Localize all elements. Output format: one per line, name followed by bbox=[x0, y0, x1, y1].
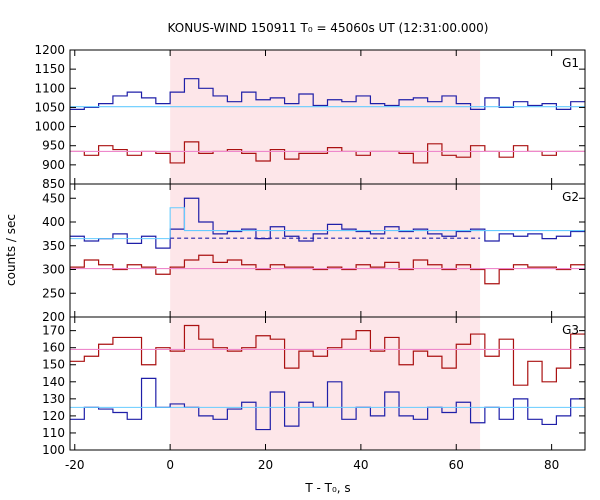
shaded-interval bbox=[170, 317, 481, 450]
x-tick-label: 20 bbox=[258, 458, 273, 472]
panel-series bbox=[70, 197, 585, 285]
y-tick-label: 170 bbox=[42, 324, 65, 338]
y-tick-label: 450 bbox=[42, 191, 65, 205]
y-tick-label: 140 bbox=[42, 375, 65, 389]
y-tick-label: 900 bbox=[42, 158, 65, 172]
histogram-series-1 bbox=[70, 377, 585, 431]
histogram-series-0 bbox=[70, 78, 585, 110]
y-tick-label: 110 bbox=[42, 426, 65, 440]
y-tick-label: 1000 bbox=[34, 120, 65, 134]
panel-g1: 850 900 950 1000 1050 1100 1150 1200 G1 bbox=[34, 43, 586, 191]
x-tick-label: 60 bbox=[449, 458, 464, 472]
histogram-series-0 bbox=[70, 324, 585, 386]
shaded-interval bbox=[170, 50, 481, 184]
y-tick-label: 950 bbox=[42, 139, 65, 153]
y-tick-label: 300 bbox=[42, 263, 65, 277]
shaded-interval bbox=[170, 184, 481, 317]
x-tick-label: -20 bbox=[65, 458, 85, 472]
plot-area: 85090095010001050110011501200G1200250300… bbox=[34, 43, 586, 472]
x-tick-label: 80 bbox=[544, 458, 559, 472]
chart-title: KONUS-WIND 150911 T₀ = 45060s UT (12:31:… bbox=[168, 21, 489, 35]
y-tick-label: 250 bbox=[42, 286, 65, 300]
panel-g3: 100 110 120 130 140 150 160 170 G3 bbox=[42, 316, 586, 457]
y-tick-label: 1200 bbox=[34, 43, 65, 57]
y-tick-label: 1050 bbox=[34, 100, 65, 114]
y-tick-label: 350 bbox=[42, 239, 65, 253]
histogram-series-0 bbox=[70, 197, 585, 249]
panel-series bbox=[70, 324, 585, 431]
y-tick-label: 400 bbox=[42, 215, 65, 229]
panel-series bbox=[70, 78, 585, 164]
panel-label: G2 bbox=[562, 190, 579, 204]
panel-g2: 200 250 300 350 400 450 G2 bbox=[42, 183, 586, 324]
panel-frame bbox=[69, 316, 586, 451]
background-fit-line-2 bbox=[70, 207, 585, 240]
y-tick-label: 100 bbox=[42, 443, 65, 457]
x-axis: -20 0 20 40 60 80 bbox=[65, 458, 559, 472]
panel-label: G3 bbox=[562, 323, 579, 337]
y-tick-label: 850 bbox=[42, 177, 65, 191]
y-tick-label: 160 bbox=[42, 341, 65, 355]
y-axis-label: counts / sec bbox=[4, 214, 18, 286]
x-tick-label: 0 bbox=[166, 458, 174, 472]
y-tick-label: 130 bbox=[42, 392, 65, 406]
panel-label: G1 bbox=[562, 56, 579, 70]
y-tick-label: 1100 bbox=[34, 81, 65, 95]
x-axis-label: T - T₀, s bbox=[304, 481, 350, 495]
y-tick-label: 200 bbox=[42, 310, 65, 324]
y-tick-label: 120 bbox=[42, 409, 65, 423]
y-tick-label: 150 bbox=[42, 358, 65, 372]
x-tick-label: 40 bbox=[353, 458, 368, 472]
y-tick-label: 1150 bbox=[34, 62, 65, 76]
